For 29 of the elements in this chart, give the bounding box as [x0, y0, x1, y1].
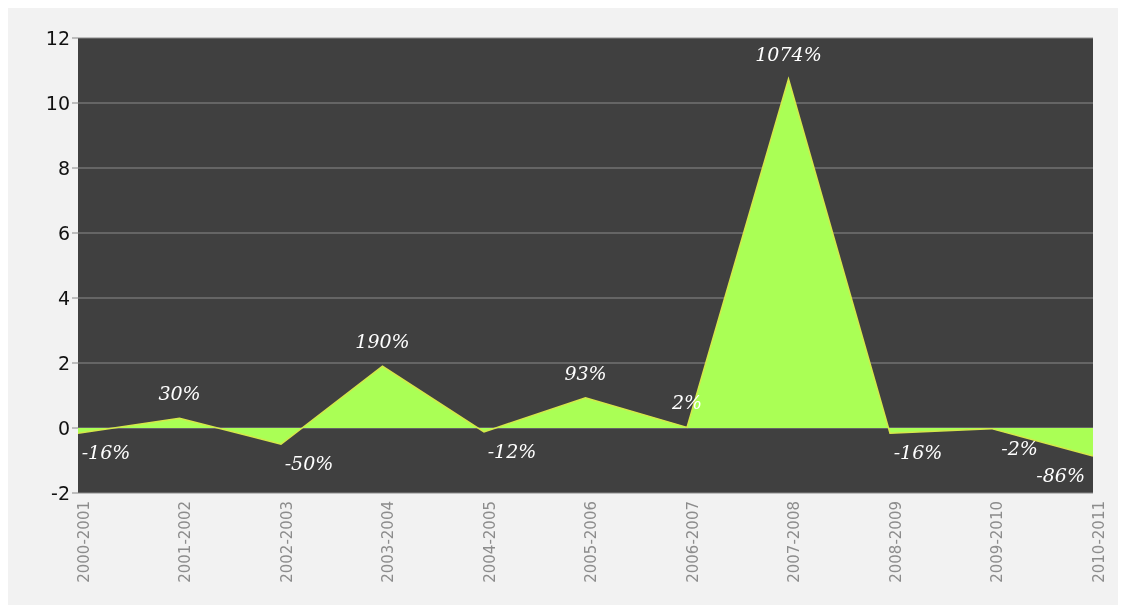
y-tick-label: 10 [45, 91, 70, 114]
x-tick-label: 2010-2011 [1089, 501, 1108, 583]
data-label: -2% [1001, 436, 1038, 459]
y-tick-label: 12 [45, 26, 70, 49]
x-tick-label: 2001-2002 [176, 501, 195, 583]
x-tick-label: 2004-2005 [480, 501, 499, 583]
x-tick-label: 2008-2009 [886, 501, 905, 583]
y-tick-label: -2 [51, 481, 70, 504]
x-tick-label: 2000-2001 [74, 501, 93, 583]
x-tick-label: 2007-2008 [785, 501, 804, 583]
y-tick-label: 2 [57, 351, 70, 374]
y-tick-label: 8 [57, 156, 70, 179]
data-label: 190% [355, 330, 410, 353]
data-label: -86% [1036, 463, 1085, 486]
data-label: 1074% [755, 42, 822, 65]
data-label: -50% [284, 452, 334, 475]
data-label: 93% [564, 361, 607, 384]
x-tick-label: 2002-2003 [277, 501, 296, 583]
y-tick-label: 4 [57, 286, 70, 309]
data-label: -16% [893, 441, 943, 464]
data-label: -12% [487, 439, 537, 462]
data-label: 30% [158, 382, 201, 405]
y-tick-label: 6 [57, 221, 70, 244]
x-tick-label: 2009-2010 [988, 501, 1007, 583]
x-tick-label: 2003-2004 [379, 501, 398, 583]
y-tick-label: 0 [57, 416, 70, 439]
x-tick-label: 2006-2007 [683, 501, 702, 583]
x-tick-label: 2005-2006 [582, 501, 601, 583]
data-label: -16% [81, 441, 131, 464]
